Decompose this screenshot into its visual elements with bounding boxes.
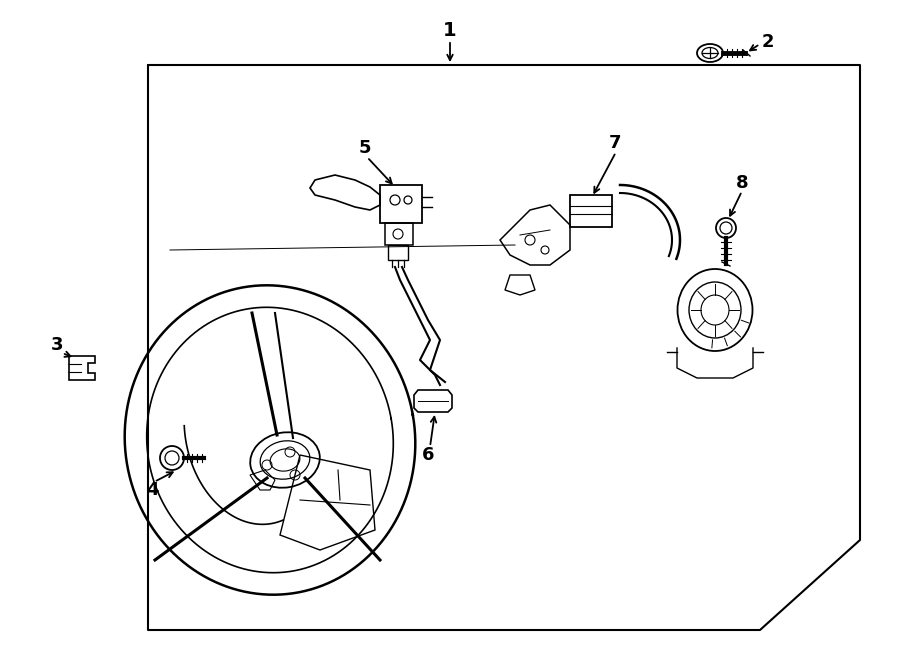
Text: 3: 3 <box>50 336 63 354</box>
Text: 8: 8 <box>735 174 748 192</box>
Text: 4: 4 <box>146 481 158 499</box>
Text: 7: 7 <box>608 134 621 152</box>
Text: 1: 1 <box>443 21 457 40</box>
Text: 6: 6 <box>422 446 435 464</box>
Text: 2: 2 <box>761 33 774 51</box>
Text: 5: 5 <box>359 139 372 157</box>
